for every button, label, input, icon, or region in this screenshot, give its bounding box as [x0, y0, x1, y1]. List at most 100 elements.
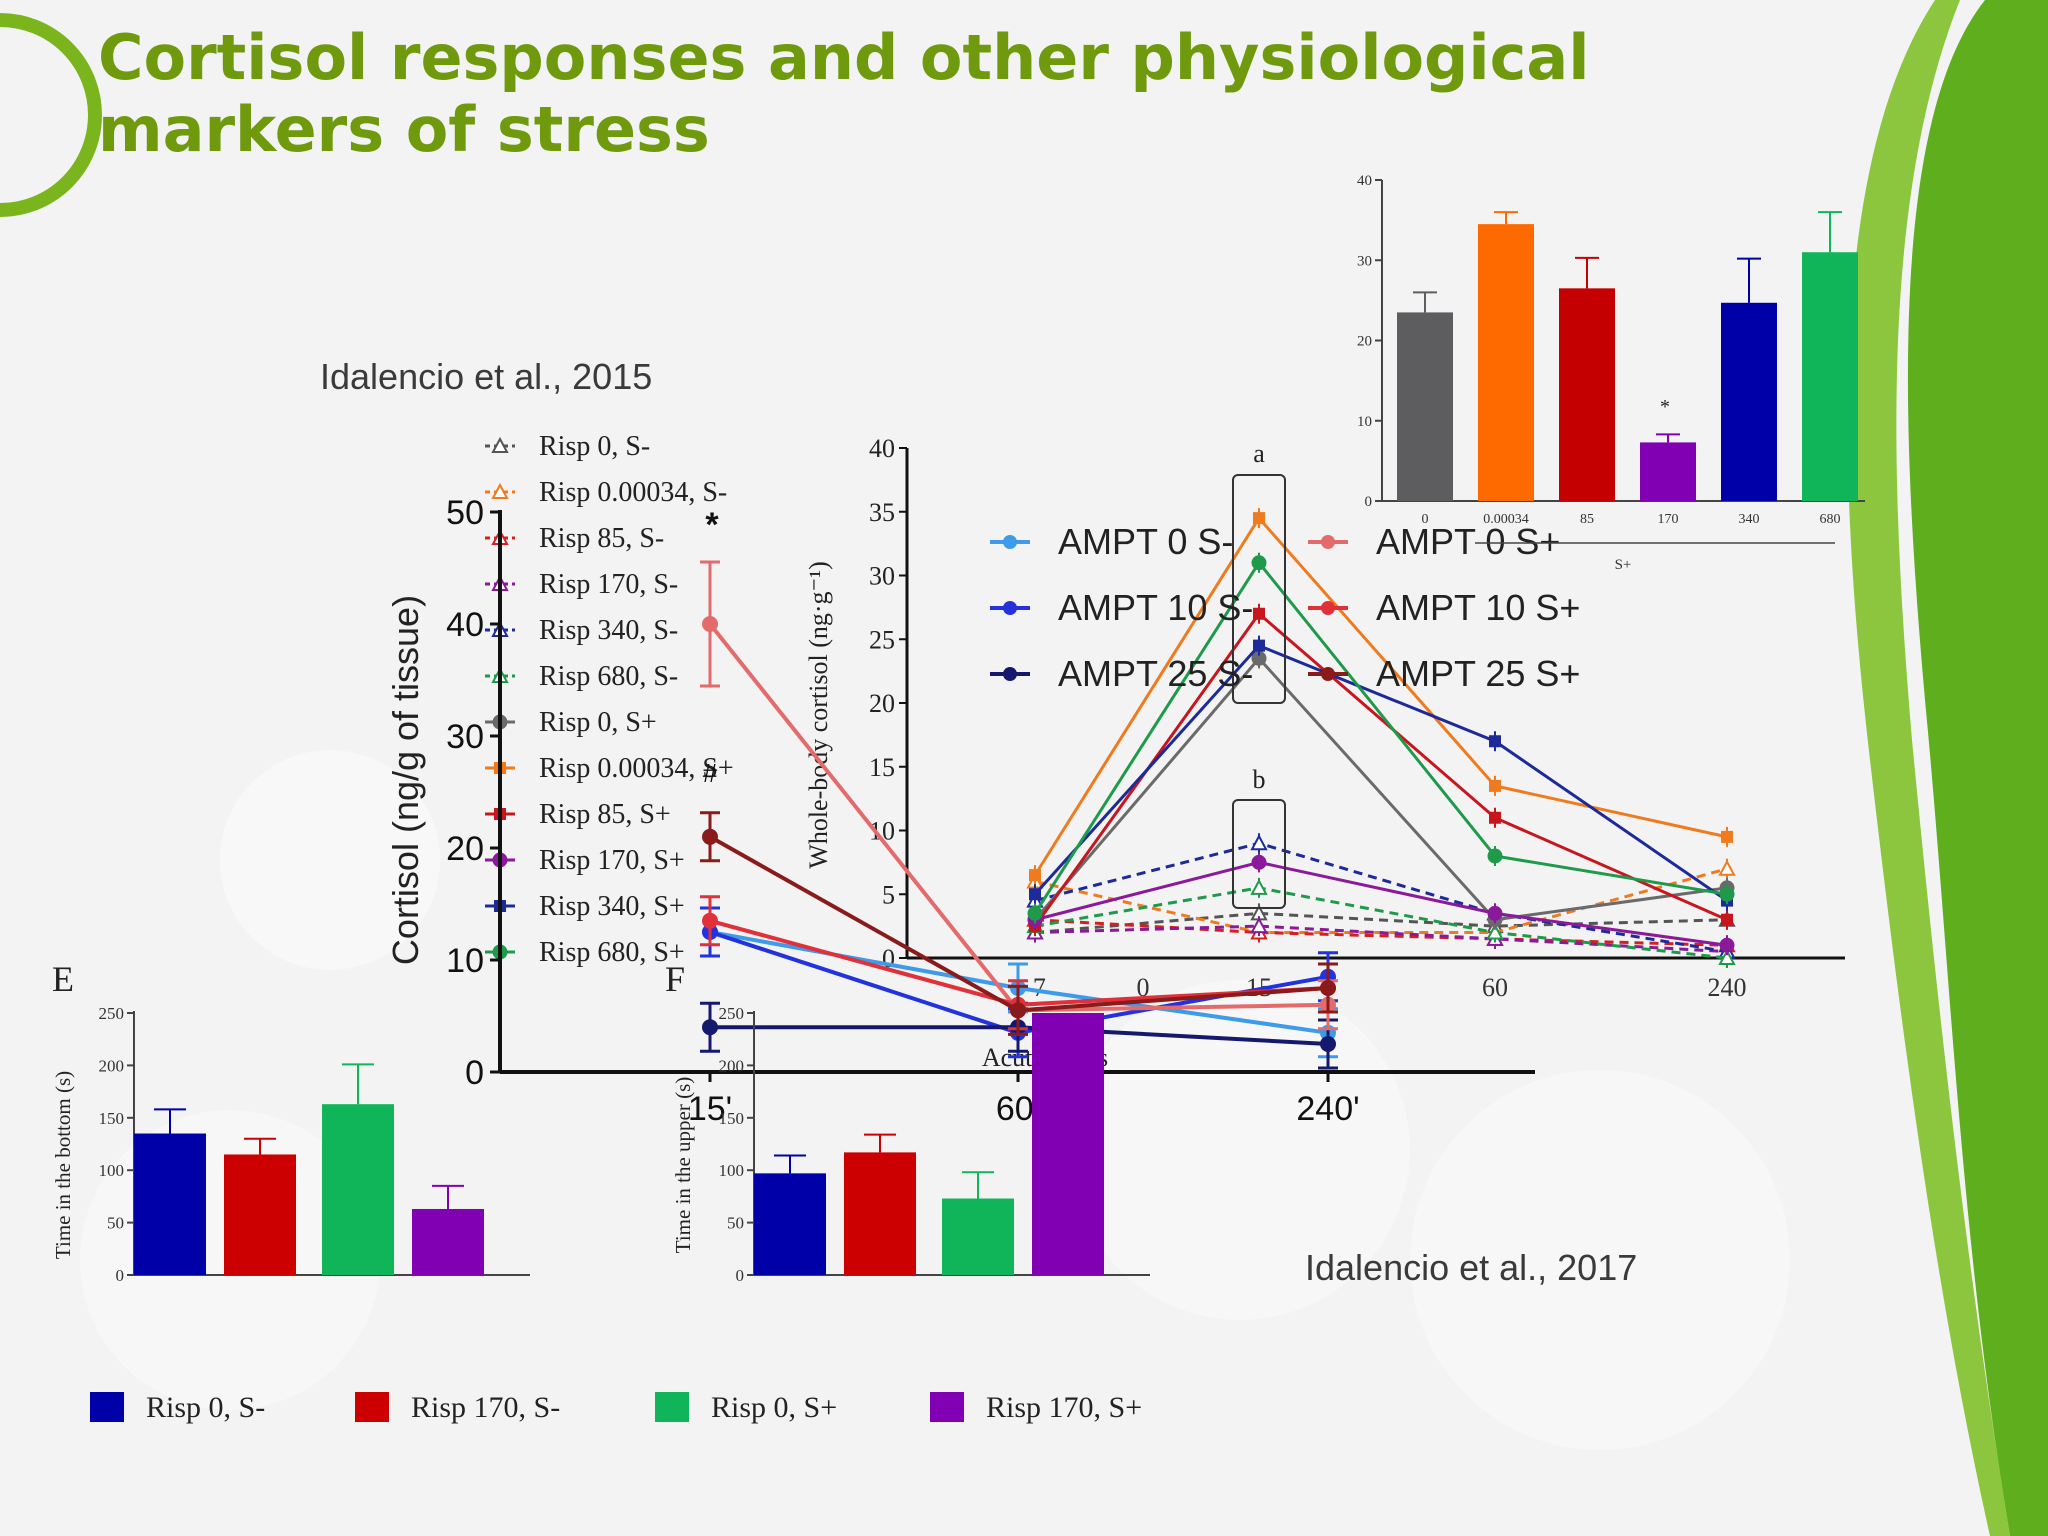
chart-2017-x-tick-extra: -7: [1024, 973, 1046, 1002]
panel-label-f: F: [665, 959, 685, 999]
legend-label: AMPT 10 S+: [1376, 587, 1580, 628]
series-line: [1034, 918, 1728, 947]
data-point: [1029, 869, 1041, 882]
series-line: [1034, 867, 1728, 934]
chart-panel-f: F 0 50 100 150 200 250 Time in the upper (s): [665, 959, 1150, 1285]
legend-label: Risp 0, S+: [711, 1391, 837, 1424]
y-tick-label: 20: [446, 830, 484, 868]
legend-label: Risp 680, S+: [539, 937, 685, 968]
legend-marker: [1003, 667, 1017, 681]
legend-label: Risp 85, S+: [539, 799, 671, 830]
bar: [1559, 288, 1615, 501]
y-tick-label: 150: [719, 1109, 745, 1128]
y-tick-label: 25: [869, 625, 895, 654]
y-tick-label: 0: [116, 1266, 125, 1285]
series-line: [1033, 515, 1728, 876]
annotation-a: a: [1253, 439, 1265, 468]
series-line: [1034, 924, 1728, 954]
legend-label: Risp 0.00034, S-: [539, 477, 727, 508]
legend-marker: [491, 482, 509, 499]
y-tick-label: 15: [869, 753, 895, 782]
y-tick-label: 20: [869, 689, 895, 718]
data-point: [702, 912, 718, 929]
bar: [1032, 1013, 1104, 1275]
data-point: [1010, 1002, 1026, 1019]
legend-swatch: [930, 1392, 964, 1422]
bar: [1478, 224, 1534, 501]
x-tick-label: 340: [1739, 512, 1760, 527]
bar: [1640, 442, 1696, 501]
y-tick-label: 50: [107, 1214, 124, 1233]
y-tick-label: 50: [446, 494, 484, 532]
data-point: [1486, 923, 1504, 940]
x-tick-label: 680: [1820, 512, 1841, 527]
legend-marker: [1003, 535, 1017, 549]
y-tick-label: 40: [446, 606, 484, 644]
bubble-decoration: [1070, 980, 1410, 1320]
inset-x-label: S+: [1615, 557, 1632, 573]
y-tick-label: 30: [1357, 253, 1372, 269]
bar: [844, 1152, 916, 1275]
data-point: [1487, 905, 1503, 921]
data-point: [702, 1019, 718, 1036]
y-tick-label: 20: [1357, 334, 1372, 350]
chart-panel-e: E 0 50 100 150 200 250 Time in the bottom (s): [51, 959, 530, 1285]
y-tick-label: 150: [99, 1109, 125, 1128]
data-point: [1487, 848, 1503, 864]
symbol-asterisk: *: [705, 506, 719, 544]
y-tick-label: 10: [1357, 414, 1372, 430]
chart-inset-bar: 0 10 20 30 40 0 0.00034 85 170 340 680 S+ *: [1357, 173, 1865, 573]
data-point: [1718, 859, 1736, 876]
y-tick-label: 100: [719, 1161, 745, 1180]
series-line: [1034, 886, 1728, 960]
legend-swatch: [655, 1392, 689, 1422]
inset-axes: [1381, 180, 1865, 544]
bar: [942, 1198, 1014, 1275]
panel-e-y-label: Time in the bottom (s): [51, 1071, 75, 1259]
legend-label: AMPT 25 S-: [1058, 653, 1253, 694]
data-point: [1489, 779, 1501, 792]
data-point: [1320, 1036, 1336, 1052]
data-point: [1719, 937, 1735, 953]
bar-legend: Risp 0, S- Risp 170, S- Risp 0, S+ Risp 170…: [90, 1391, 1142, 1424]
legend-label: Risp 340, S+: [539, 891, 685, 922]
citation-2017: Idalencio et al., 2017: [1305, 1247, 1638, 1288]
bar: [1802, 252, 1858, 501]
legend-marker: [1321, 601, 1335, 615]
series-line: [1033, 656, 1728, 922]
data-point: [1320, 980, 1336, 996]
legend-swatch: [90, 1392, 124, 1422]
chart-2017-y-label: Whole-body cortisol (ng·g⁻¹): [804, 561, 833, 868]
bar: [1397, 312, 1453, 501]
data-point: [1251, 854, 1267, 870]
data-point: [1489, 811, 1501, 824]
data-point: [1250, 878, 1268, 895]
legend-label: Risp 170, S-: [539, 569, 678, 600]
data-point: [1721, 830, 1733, 843]
series-line: [1034, 911, 1728, 934]
data-point: [1027, 905, 1043, 921]
x-tick-label: 60: [1482, 973, 1508, 1002]
x-tick-label: 15': [688, 1090, 732, 1128]
legend-label: Risp 170, S+: [986, 1391, 1142, 1424]
y-tick-label: 50: [727, 1214, 744, 1233]
legend-label: Risp 170, S+: [539, 845, 685, 876]
x-tick-label: 240: [1708, 973, 1747, 1002]
symbol-hash: #: [703, 758, 718, 788]
data-point: [1719, 886, 1735, 902]
y-tick-label: 5: [882, 880, 895, 909]
data-point: [702, 828, 718, 845]
citation-2015: Idalencio et al., 2015: [320, 356, 653, 397]
bar: [134, 1133, 206, 1275]
slide-title: Cortisol responses and other physiologic…: [98, 22, 1798, 166]
y-tick-label: 250: [719, 1004, 745, 1023]
y-tick-label: 35: [869, 498, 895, 527]
x-tick-label: 0: [1137, 973, 1150, 1002]
data-point: [1029, 888, 1041, 901]
x-tick-label: 170: [1658, 512, 1679, 527]
swoosh-decoration: [1907, 0, 2048, 1536]
legend-label: AMPT 10 S-: [1058, 587, 1253, 628]
bar: [322, 1104, 394, 1275]
swoosh-decoration: [1847, 0, 2010, 1536]
